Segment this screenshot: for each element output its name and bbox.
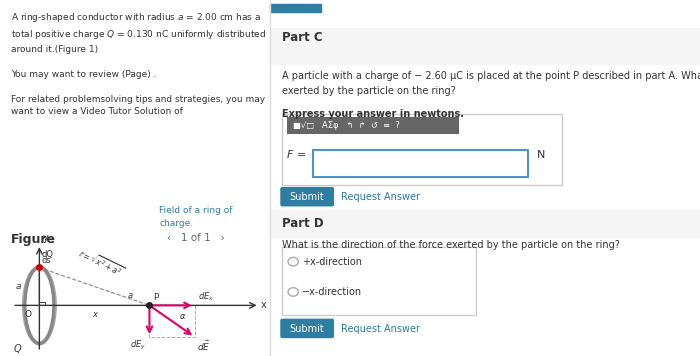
Text: Request Answer: Request Answer bbox=[340, 192, 419, 202]
Text: Q: Q bbox=[13, 344, 21, 354]
Bar bbox=[270, 4, 321, 12]
Text: a: a bbox=[15, 282, 21, 291]
Text: y: y bbox=[43, 233, 48, 243]
Text: dQ: dQ bbox=[42, 250, 54, 259]
Text: N: N bbox=[536, 150, 545, 160]
Text: $dE_y$: $dE_y$ bbox=[130, 339, 146, 352]
Text: ds: ds bbox=[42, 256, 52, 265]
Text: Submit: Submit bbox=[290, 192, 325, 202]
Bar bbox=[287, 117, 459, 134]
Text: x: x bbox=[261, 300, 267, 310]
Text: ■√□   AΣφ   ↰  ↱  ↺  ≡  ?: ■√□ AΣφ ↰ ↱ ↺ ≡ ? bbox=[293, 121, 400, 130]
Text: $dE_x$: $dE_x$ bbox=[198, 290, 214, 303]
FancyBboxPatch shape bbox=[280, 187, 334, 206]
Text: A ring-shaped conductor with radius $a$ = 2.00 cm has a
total positive charge $Q: A ring-shaped conductor with radius $a$ … bbox=[10, 11, 266, 216]
Text: $\alpha$: $\alpha$ bbox=[178, 312, 186, 321]
Bar bbox=[270, 210, 700, 237]
Text: $d\vec{E}$: $d\vec{E}$ bbox=[197, 339, 210, 353]
Text: a: a bbox=[128, 291, 133, 300]
Text: +x-direction: +x-direction bbox=[302, 257, 362, 267]
Text: Submit: Submit bbox=[290, 324, 325, 334]
Text: Part C: Part C bbox=[282, 31, 323, 44]
Text: ‹   1 of 1   ›: ‹ 1 of 1 › bbox=[167, 233, 225, 243]
Text: O: O bbox=[25, 310, 32, 319]
Text: A particle with a charge of − 2.60 μC is placed at the point P described in part: A particle with a charge of − 2.60 μC is… bbox=[282, 71, 700, 96]
Bar bbox=[270, 28, 700, 64]
Text: −x-direction: −x-direction bbox=[302, 287, 362, 297]
Text: x: x bbox=[92, 310, 97, 319]
Text: Express your answer in newtons.: Express your answer in newtons. bbox=[282, 109, 464, 119]
Text: F =: F = bbox=[287, 150, 306, 160]
Bar bbox=[282, 247, 476, 315]
FancyBboxPatch shape bbox=[280, 319, 334, 338]
Bar bbox=[282, 114, 562, 185]
Text: $r = \sqrt{x^2 + a^2}$: $r = \sqrt{x^2 + a^2}$ bbox=[76, 245, 126, 280]
Text: P: P bbox=[153, 293, 158, 302]
Text: Request Answer: Request Answer bbox=[340, 324, 419, 334]
Text: A ring-shaped conductor with radius $a$ = 2.00 cm has a
total positive charge $Q: A ring-shaped conductor with radius $a$ … bbox=[10, 11, 266, 116]
Text: Figure: Figure bbox=[10, 233, 56, 246]
Text: Part D: Part D bbox=[282, 217, 324, 230]
Text: Field of a ring of
charge.: Field of a ring of charge. bbox=[159, 206, 232, 228]
Text: What is the direction of the force exerted by the particle on the ring?: What is the direction of the force exert… bbox=[282, 240, 620, 250]
Bar bbox=[312, 150, 528, 177]
